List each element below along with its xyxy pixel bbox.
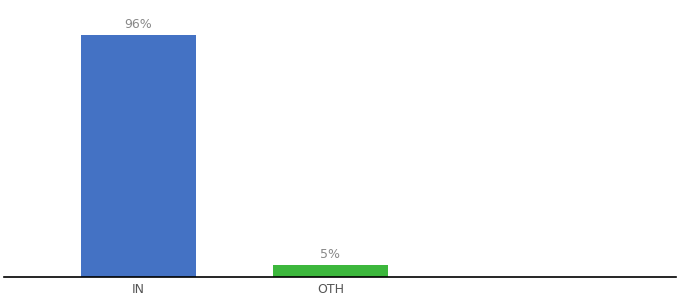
Text: 5%: 5% <box>320 248 341 261</box>
Bar <box>273 265 388 277</box>
Text: 96%: 96% <box>124 18 152 31</box>
Bar <box>81 34 196 277</box>
